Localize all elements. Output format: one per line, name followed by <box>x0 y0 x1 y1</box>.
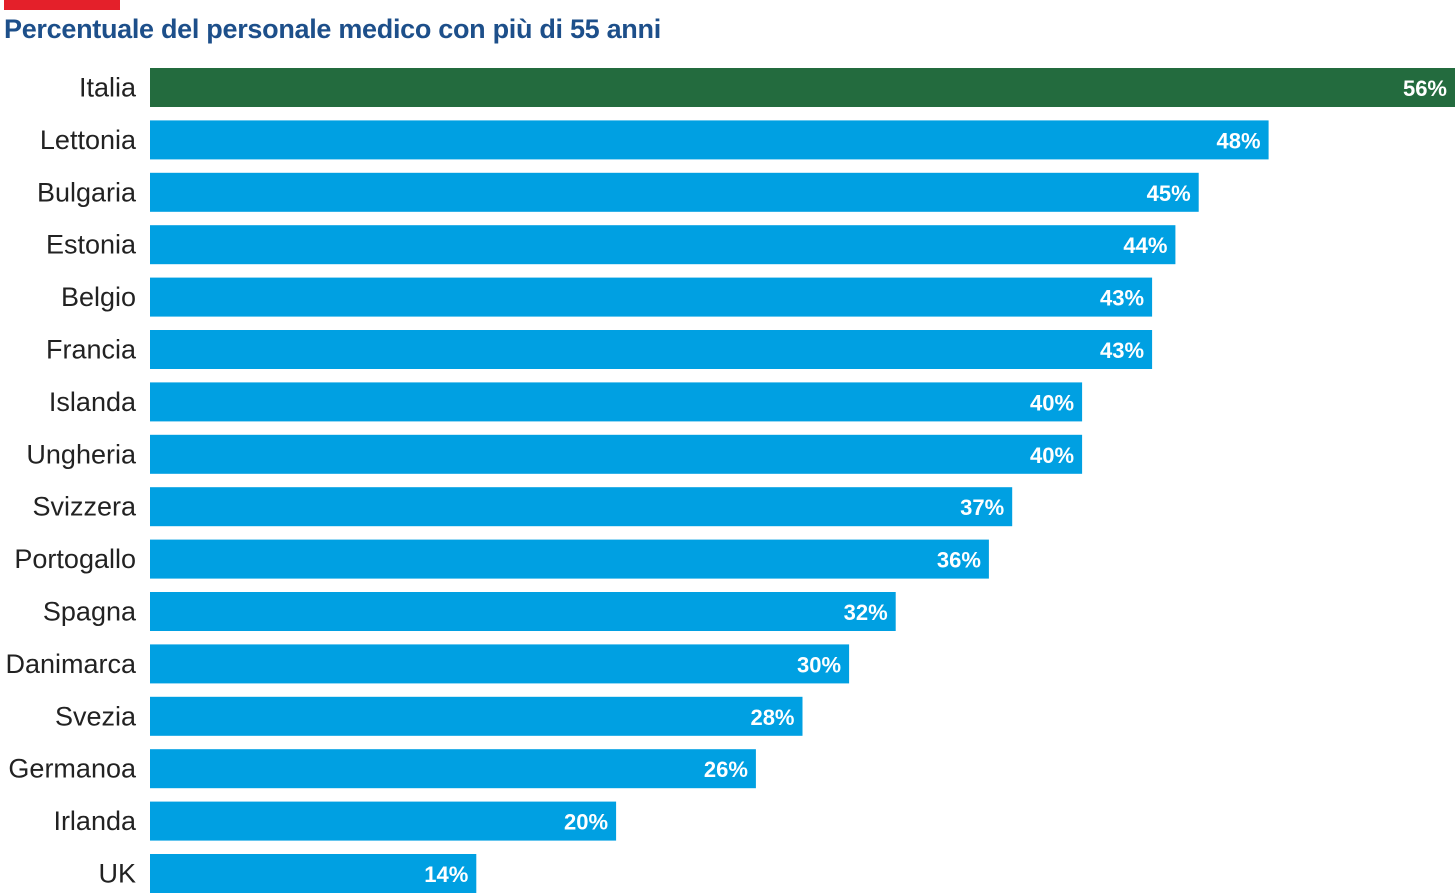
category-label-ungheria: Ungheria <box>26 439 137 469</box>
value-label-svezia: 28% <box>750 705 794 730</box>
value-label-danimarca: 30% <box>797 652 841 677</box>
bar-danimarca <box>150 644 850 684</box>
category-label-portogallo: Portogallo <box>14 544 136 574</box>
category-label-spagna: Spagna <box>43 597 137 627</box>
value-label-francia: 43% <box>1100 338 1144 363</box>
bar-italia <box>150 68 1455 107</box>
category-label-svizzera: Svizzera <box>32 492 137 522</box>
bar-bulgaria <box>150 172 1199 212</box>
bar-ungheria <box>150 434 1083 474</box>
accent-bar <box>4 0 120 10</box>
category-label-uk: UK <box>98 859 136 889</box>
category-label-irlanda: Irlanda <box>53 806 137 836</box>
value-label-ungheria: 40% <box>1030 443 1074 468</box>
bar-svezia <box>150 696 803 736</box>
chart-title: Percentuale del personale medico con più… <box>4 14 661 44</box>
bar-francia <box>150 330 1153 369</box>
value-label-lettonia: 48% <box>1217 128 1261 153</box>
bar-germanoa <box>150 749 756 789</box>
bar-spagna <box>150 592 896 631</box>
value-label-estonia: 44% <box>1123 233 1167 258</box>
value-label-uk: 14% <box>424 862 468 887</box>
bar-islanda <box>150 382 1083 422</box>
value-label-irlanda: 20% <box>564 810 608 835</box>
category-label-italia: Italia <box>79 73 137 103</box>
value-label-spagna: 32% <box>844 600 888 625</box>
category-label-islanda: Islanda <box>49 387 137 417</box>
category-label-belgio: Belgio <box>61 282 136 312</box>
category-label-svezia: Svezia <box>55 701 137 731</box>
bar-uk <box>150 854 477 893</box>
category-label-germanoa: Germanoa <box>8 754 137 784</box>
value-label-portogallo: 36% <box>937 548 981 573</box>
value-label-svizzera: 37% <box>960 495 1004 520</box>
value-label-bulgaria: 45% <box>1147 181 1191 206</box>
value-label-islanda: 40% <box>1030 390 1074 415</box>
bar-belgio <box>150 277 1153 317</box>
bar-estonia <box>150 225 1176 265</box>
category-label-francia: Francia <box>46 335 137 365</box>
category-label-danimarca: Danimarca <box>5 649 137 679</box>
bar-portogallo <box>150 539 989 579</box>
category-label-bulgaria: Bulgaria <box>37 177 137 207</box>
bar-irlanda <box>150 801 617 841</box>
value-label-belgio: 43% <box>1100 286 1144 311</box>
bar-lettonia <box>150 120 1269 160</box>
value-label-germanoa: 26% <box>704 757 748 782</box>
bar-svizzera <box>150 487 1013 527</box>
value-label-italia: 56% <box>1403 76 1447 101</box>
category-label-lettonia: Lettonia <box>40 125 137 155</box>
category-label-estonia: Estonia <box>46 230 137 260</box>
